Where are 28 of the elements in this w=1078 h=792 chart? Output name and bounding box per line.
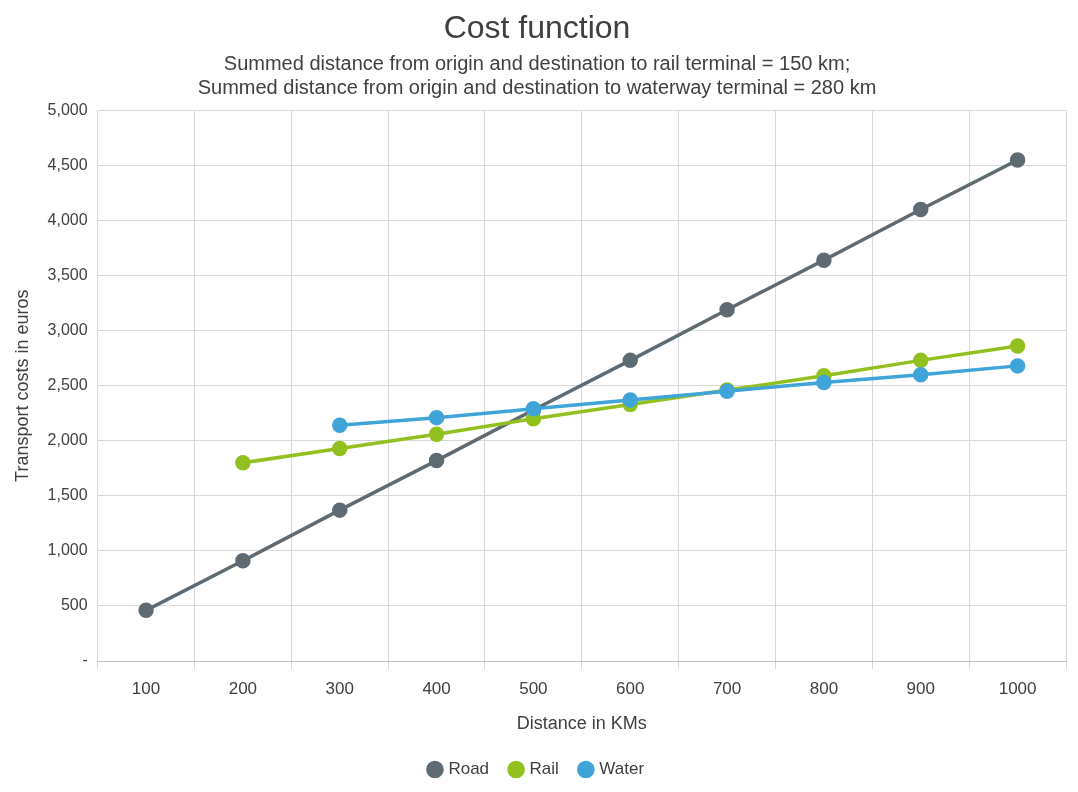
x-tick-label: 300: [325, 678, 354, 698]
y-tick-label: 2,500: [47, 376, 88, 394]
x-tick-label: 100: [131, 678, 161, 698]
x-tick-label: 700: [712, 678, 742, 698]
x-tick-label: 500: [519, 678, 548, 698]
y-tick-label: 1,000: [47, 541, 88, 559]
x-tick-label: 1000: [998, 678, 1037, 698]
x-tick-label: 600: [616, 678, 645, 698]
y-tick-label: 3,500: [47, 265, 88, 283]
chart-title: Cost function: [443, 9, 631, 46]
legend-label: Rail: [529, 759, 559, 779]
x-axis-title: Distance in KMs: [516, 713, 647, 734]
y-tick-label: 5,000: [47, 100, 88, 118]
y-tick-label: 2,000: [47, 431, 88, 449]
legend-label: Water: [599, 759, 645, 779]
y-tick-label: -: [82, 651, 88, 669]
x-tick-label: 400: [422, 678, 451, 698]
y-tick-label: 1,500: [47, 486, 88, 504]
x-tick-label: 800: [809, 678, 839, 698]
y-tick-label: 4,000: [47, 210, 88, 228]
legend-label: Road: [448, 759, 490, 779]
x-tick-label: 200: [228, 678, 258, 698]
y-tick-label: 500: [60, 596, 88, 614]
chart-subtitle: Summed distance from origin and destination to rail terminal = 150 km; Summed distance from origin and destination to waterway terminal = 280 km: [197, 51, 877, 98]
x-tick-label: 900: [906, 678, 935, 698]
y-axis-title: Transport costs in euros: [11, 289, 32, 482]
y-tick-label: 4,500: [47, 155, 88, 173]
y-tick-label: 3,000: [47, 321, 88, 339]
